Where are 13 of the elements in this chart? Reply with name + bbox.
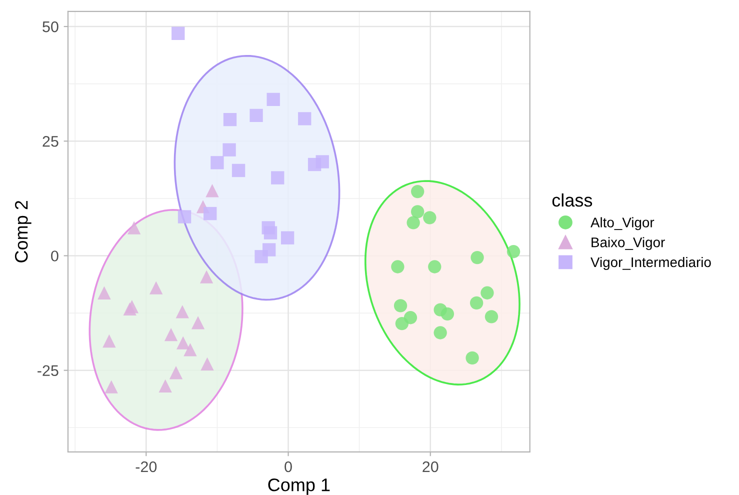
y-axis-title: Comp 2 bbox=[14, 200, 32, 262]
legend-label: Alto_Vigor bbox=[590, 217, 654, 230]
x-tick-label: -20 bbox=[136, 461, 157, 472]
x-tick-label: 0 bbox=[284, 461, 292, 472]
x-axis-title: Comp 1 bbox=[268, 478, 330, 495]
legend-label: Baixo_Vigor bbox=[592, 237, 665, 250]
y-tick-label: -25 bbox=[38, 365, 58, 376]
y-tick-label: 25 bbox=[42, 136, 58, 147]
legend-title: class bbox=[552, 193, 592, 207]
y-tick-label: 0 bbox=[51, 250, 58, 262]
y-tick-label: 50 bbox=[42, 21, 58, 32]
legend-label: Vigor_Intermediario bbox=[590, 256, 711, 270]
x-tick-label: 20 bbox=[422, 461, 438, 472]
